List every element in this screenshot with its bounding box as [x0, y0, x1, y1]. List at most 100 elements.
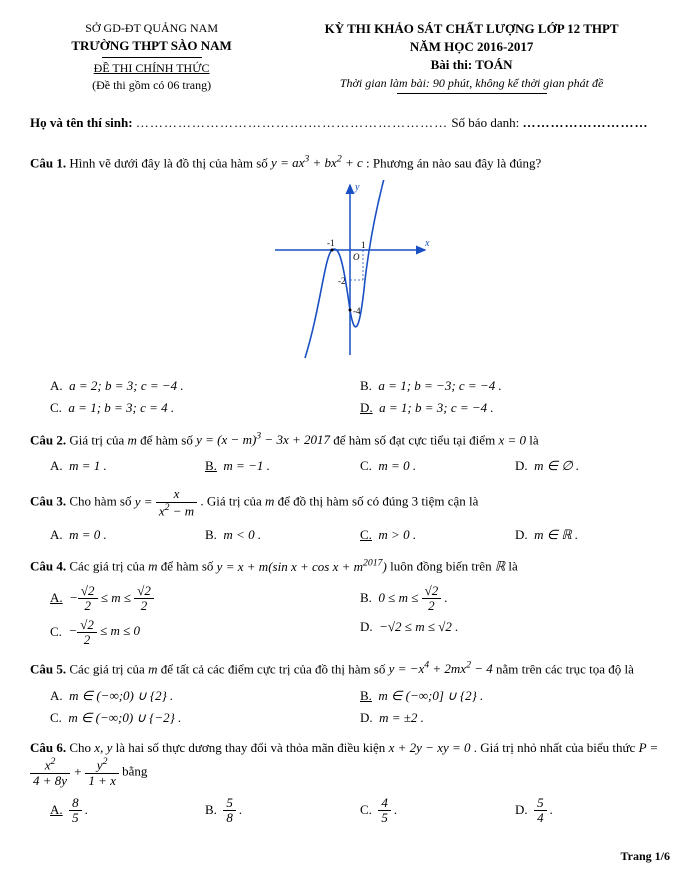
q3-optB: B. m < 0 . [205, 524, 360, 546]
q1-graph: x y O -1 1 -2 -4 [30, 180, 670, 365]
q4-set: ℝ [495, 559, 505, 574]
q5-options: A. m ∈ (−∞;0) ∪ {2} . B. m ∈ (−∞;0] ∪ {2… [50, 685, 670, 729]
header-left: SỞ GD-ĐT QUẢNG NAM TRƯỜNG THPT SÀO NAM Đ… [30, 20, 273, 96]
q5-optC: C. m ∈ (−∞;0) ∪ {−2} . [50, 707, 360, 729]
q6-pre: Cho [69, 740, 94, 755]
q3-optC: C. m > 0 . [360, 524, 515, 546]
q2-end: là [529, 432, 538, 447]
q6-mid1: là hai số thực dương thay đổi và thỏa mã… [116, 740, 389, 755]
q5-pre: Các giá trị của [69, 661, 148, 676]
q5-optB: B. m ∈ (−∞;0] ∪ {2} . [360, 685, 670, 707]
q1-optA: A. a = 2; b = 3; c = −4 . [50, 375, 360, 397]
q3-options: A. m = 0 . B. m < 0 . C. m > 0 . D. m ∈ … [50, 524, 670, 546]
q4-pre: Các giá trị của [69, 559, 148, 574]
name-dots: ……………………………….………………………… [136, 115, 448, 130]
q4-post: luôn đồng biến trên [390, 559, 495, 574]
exam-header: SỞ GD-ĐT QUẢNG NAM TRƯỜNG THPT SÀO NAM Đ… [30, 20, 670, 96]
exam-official: ĐỀ THI CHÍNH THỨC [94, 61, 210, 75]
q5-mid: để tất cả các điểm cực trị của đồ thị hà… [161, 661, 389, 676]
q6-label: Câu 6. [30, 740, 66, 755]
q2-optB: B. m = −1 . [205, 455, 360, 477]
q4-optA: A. −√22 ≤ m ≤ √22 [50, 582, 360, 616]
q6-end: bằng [122, 764, 147, 779]
page-footer: Trang 1/6 [30, 848, 670, 865]
svg-text:-1: -1 [327, 238, 335, 248]
q6-vars: x, y [94, 740, 112, 755]
q1-options: A. a = 2; b = 3; c = −4 . B. a = 1; b = … [50, 375, 670, 419]
q4-optB: B. 0 ≤ m ≤ √22 . [360, 582, 670, 616]
question-2: Câu 2. Giá trị của m để hàm số y = (x − … [30, 430, 670, 450]
q1-optC: C. a = 1; b = 3; c = 4 . [50, 397, 360, 419]
name-label: Họ và tên thí sinh: [30, 115, 133, 130]
question-3: Câu 3. Cho hàm số y = xx2 − m . Giá trị … [30, 487, 670, 518]
q5-optD: D. m = ±2 . [360, 707, 670, 729]
divider [397, 93, 547, 94]
q5-optA: A. m ∈ (−∞;0) ∪ {2} . [50, 685, 360, 707]
duration: Thời gian làm bài: 90 phút, không kể thờ… [273, 75, 670, 92]
q4-options: A. −√22 ≤ m ≤ √22 B. 0 ≤ m ≤ √22 . C. −√… [50, 582, 670, 649]
q4-var: m [148, 559, 157, 574]
q3-pre: Cho hàm số [69, 494, 134, 509]
q2-pre: Giá trị của [69, 432, 127, 447]
q4-end: là [508, 559, 517, 574]
title2: NĂM HỌC 2016-2017 [273, 38, 670, 56]
divider [102, 57, 202, 58]
svg-text:y: y [354, 182, 360, 193]
q2-label: Câu 2. [30, 432, 66, 447]
pages-note: (Đề thi gồm có 06 trang) [92, 78, 211, 92]
q3-optD: D. m ∈ ℝ . [515, 524, 670, 546]
q3-mid: . Giá trị của [200, 494, 265, 509]
q2-options: A. m = 1 . B. m = −1 . C. m = 0 . D. m ∈… [50, 455, 670, 477]
q6-options: A. 85 . B. 58 . C. 45 . D. 54 . [50, 794, 670, 828]
candidate-info: Họ và tên thí sinh: ……………………………….…………………… [30, 114, 670, 132]
header-right: KỲ THI KHẢO SÁT CHẤT LƯỢNG LỚP 12 THPT N… [273, 20, 670, 96]
q6-cond: x + 2y − xy = 0 [389, 740, 471, 755]
q4-mid: để hàm số [161, 559, 217, 574]
q2-var: m [128, 432, 137, 447]
q3-formula: y = xx2 − m [135, 494, 201, 509]
sub-left: ĐỀ THI CHÍNH THỨC (Đề thi gồm có 06 tran… [30, 60, 273, 94]
question-5: Câu 5. Các giá trị của m để tất cả các đ… [30, 659, 670, 679]
q6-optD: D. 54 . [515, 794, 670, 828]
q5-post: nằm trên các trục tọa độ là [496, 661, 634, 676]
q6-optC: C. 45 . [360, 794, 515, 828]
q2-optA: A. m = 1 . [50, 455, 205, 477]
q6-optB: B. 58 . [205, 794, 360, 828]
q2-optD: D. m ∈ ∅ . [515, 455, 670, 477]
q5-var: m [148, 661, 157, 676]
q2-optC: C. m = 0 . [360, 455, 515, 477]
title1: KỲ THI KHẢO SÁT CHẤT LƯỢNG LỚP 12 THPT [273, 20, 670, 38]
q2-post: để hàm số đạt cực tiểu tại điểm [333, 432, 498, 447]
question-1: Câu 1. Hình vẽ dưới đây là đồ thị của hà… [30, 153, 670, 173]
q5-formula: y = −x4 + 2mx2 − 4 [389, 661, 493, 676]
question-6: Câu 6. Cho x, y là hai số thực dương tha… [30, 739, 670, 788]
id-dots: ……………………… [522, 115, 648, 130]
q1-formula: y = ax3 + bx2 + c [271, 155, 363, 170]
q1-optB: B. a = 1; b = −3; c = −4 . [360, 375, 670, 397]
q5-label: Câu 5. [30, 661, 66, 676]
q3-post: để đồ thị hàm số có đúng 3 tiệm cận là [278, 494, 479, 509]
q3-optA: A. m = 0 . [50, 524, 205, 546]
q4-optD: D. −√2 ≤ m ≤ √2 . [360, 616, 670, 650]
q4-formula: y = x + m(sin x + cos x + m2017) [217, 559, 387, 574]
q6-mid2: . Giá trị nhỏ nhất của biểu thức [474, 740, 639, 755]
q4-optC: C. −√22 ≤ m ≤ 0 [50, 616, 360, 650]
svg-text:1: 1 [361, 240, 366, 250]
dept: SỞ GD-ĐT QUẢNG NAM [30, 20, 273, 37]
q2-cond: x = 0 [498, 432, 526, 447]
q4-label: Câu 4. [30, 559, 66, 574]
q3-var: m [265, 494, 274, 509]
subject: Bài thi: TOÁN [273, 56, 670, 74]
question-4: Câu 4. Các giá trị của m để hàm số y = x… [30, 556, 670, 576]
q3-label: Câu 3. [30, 494, 66, 509]
q6-optA: A. 85 . [50, 794, 205, 828]
id-label: Số báo danh: [451, 115, 519, 130]
svg-text:x: x [424, 238, 430, 249]
school: TRƯỜNG THPT SÀO NAM [30, 37, 273, 55]
q1-text-pre: Hình vẽ dưới đây là đồ thị của hàm số [69, 155, 271, 170]
q1-label: Câu 1. [30, 155, 66, 170]
svg-text:O: O [353, 252, 360, 262]
q2-formula: y = (x − m)3 − 3x + 2017 [196, 432, 330, 447]
q2-mid: để hàm số [140, 432, 196, 447]
q1-optD: D. a = 1; b = 3; c = −4 . [360, 397, 670, 419]
